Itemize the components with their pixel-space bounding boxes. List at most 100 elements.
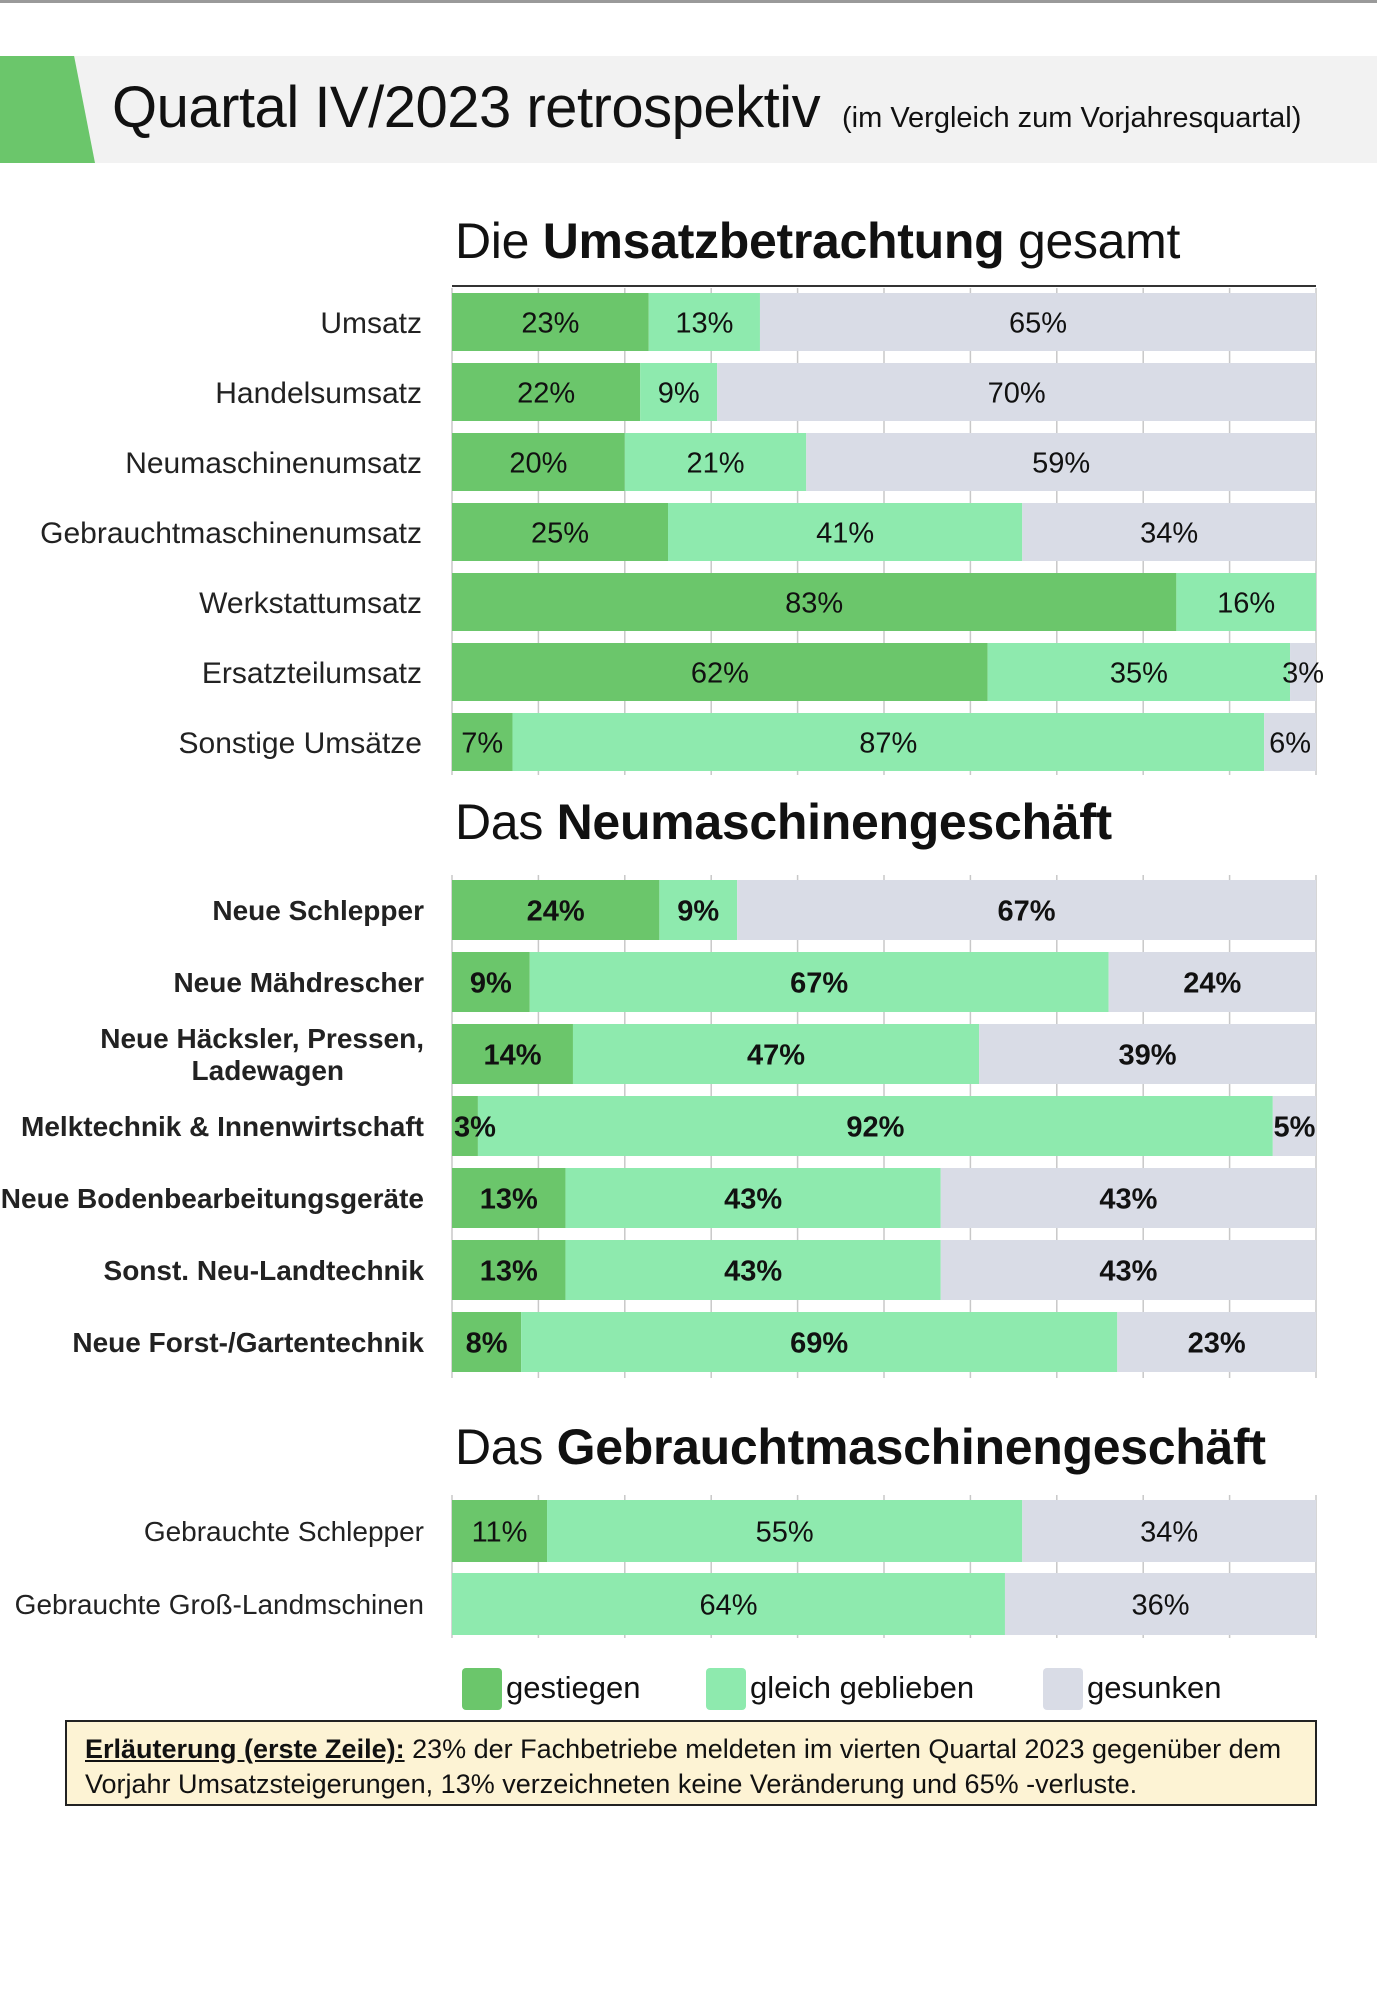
bar-segment-gesunken <box>979 1024 1316 1084</box>
data-label: 9% <box>677 895 719 927</box>
bar-segment-gestiegen <box>452 573 1177 631</box>
data-label: 14% <box>483 1039 541 1071</box>
chart-1: 23% 13% 65% Umsatz 22% 9% 70% Handelsumsatz 20% 2… <box>40 288 1324 775</box>
category-label: Gebrauchte Schlepper <box>144 1516 424 1547</box>
bar-segment-gesunken <box>717 363 1316 421</box>
bar-segment-gleich-geblieben <box>512 713 1265 771</box>
data-label: 13% <box>480 1255 538 1287</box>
bar-segment-gesunken <box>940 1168 1316 1228</box>
data-label: 7% <box>461 727 503 759</box>
bar-segment-gestiegen <box>452 433 625 491</box>
data-label: 43% <box>1099 1255 1157 1287</box>
page-subtitle: (im Vergleich zum Vorjahresquartal) <box>842 102 1302 134</box>
bar-segment-gleich-geblieben <box>987 643 1291 701</box>
bar-segment-gesunken <box>940 1240 1316 1300</box>
category-label: Neue Schlepper <box>212 895 424 926</box>
category-label: Neue Häcksler, Pressen, Ladewagen <box>100 1023 424 1086</box>
bar-segment-gleich-geblieben <box>452 1573 1005 1635</box>
bar-segment-gestiegen <box>452 1168 566 1228</box>
bar-segment-gleich-geblieben <box>1176 573 1316 631</box>
section-title-gebrauchtmaschinen: Das Gebrauchtmaschinengeschäft <box>455 1418 1266 1476</box>
bar-segment-gestiegen <box>452 1240 566 1300</box>
data-label: 67% <box>998 895 1056 927</box>
chart-legend: gestiegen gleich geblieben gesunken <box>0 1666 1377 1714</box>
data-label: 6% <box>1269 727 1311 759</box>
bar-segment-gestiegen <box>452 880 660 940</box>
chart-2: 24% 9% 67% Neue Schlepper 9% 67% 24% Neue Mähdr… <box>1 875 1317 1378</box>
category-label-line: Neue Häcksler, Pressen, <box>100 1023 424 1054</box>
data-label: 3% <box>454 1111 496 1143</box>
category-label: Ersatzteilumsatz <box>202 657 422 690</box>
top-rule <box>0 0 1377 3</box>
bar-segment-gesunken <box>1022 503 1316 561</box>
data-label: 70% <box>988 377 1046 409</box>
data-label: 23% <box>521 307 579 339</box>
data-label: 83% <box>785 587 843 619</box>
data-label: 34% <box>1140 1516 1198 1548</box>
bar-segment-gesunken <box>759 293 1316 351</box>
bar-segment-gleich-geblieben <box>565 1240 941 1300</box>
section-title-bold: Gebrauchtmaschinengeschäft <box>556 1419 1266 1475</box>
data-label: 9% <box>470 967 512 999</box>
legend-label: gestiegen <box>506 1670 641 1705</box>
bar-segment-gestiegen <box>452 713 513 771</box>
data-label: 22% <box>517 377 575 409</box>
category-label: Neumaschinenumsatz <box>125 447 422 480</box>
section-title-bold: Umsatzbetrachtung <box>542 213 1005 269</box>
bar-segment-gestiegen <box>452 293 649 351</box>
explanation-note: Erläuterung (erste Zeile): 23% der Fachb… <box>65 1720 1317 1806</box>
data-label: 3% <box>1282 657 1324 689</box>
bar-segment-gestiegen <box>452 363 641 421</box>
section-rule-umsatz <box>452 285 1316 287</box>
section-title-prefix: Das <box>455 1419 544 1475</box>
bar-segment-gleich-geblieben <box>648 293 760 351</box>
data-label: 11% <box>472 1516 528 1548</box>
data-label: 24% <box>527 895 585 927</box>
data-label: 43% <box>1099 1183 1157 1215</box>
bar-segment-gestiegen <box>452 1096 478 1156</box>
category-label: Gebrauchtmaschinenumsatz <box>40 517 422 550</box>
legend-swatch-gleich-geblieben <box>706 1668 746 1710</box>
bar-segment-gleich-geblieben <box>624 433 807 491</box>
section-title-neumaschinen: Das Neumaschinengeschäft <box>455 793 1112 851</box>
data-label: 43% <box>724 1183 782 1215</box>
category-label: Umsatz <box>320 307 422 340</box>
bar-segment-gleich-geblieben <box>572 1024 980 1084</box>
data-label: 43% <box>724 1255 782 1287</box>
data-label: 67% <box>790 967 848 999</box>
bar-segment-gleich-geblieben <box>640 363 718 421</box>
bar-segment-gesunken <box>806 433 1316 491</box>
data-label: 21% <box>686 447 744 479</box>
data-label: 35% <box>1110 657 1168 689</box>
data-label: 59% <box>1032 447 1090 479</box>
data-label: 20% <box>509 447 567 479</box>
bar-segment-gleich-geblieben <box>565 1168 941 1228</box>
category-label: Gebrauchte Groß-Landmschinen <box>15 1589 424 1620</box>
data-label: 65% <box>1009 307 1067 339</box>
section-title-prefix: Die <box>455 213 530 269</box>
bar-segment-gleich-geblieben <box>477 1096 1273 1156</box>
section-title-bold: Neumaschinengeschäft <box>556 794 1113 850</box>
category-label-line: Ladewagen <box>192 1055 344 1086</box>
bar-segment-gesunken <box>1290 643 1316 701</box>
data-label: 64% <box>699 1589 757 1621</box>
section-title-suffix: gesamt <box>1017 213 1181 269</box>
legend-label: gleich geblieben <box>750 1670 975 1705</box>
data-label: 25% <box>531 517 589 549</box>
section-title-prefix: Das <box>455 794 544 850</box>
section-title-umsatz: Die Umsatzbetrachtung gesamt <box>455 212 1180 270</box>
data-label: 13% <box>675 307 733 339</box>
legend-swatch-gestiegen <box>462 1668 502 1710</box>
data-label: 69% <box>790 1327 848 1359</box>
data-label: 24% <box>1183 967 1241 999</box>
bar-segment-gesunken <box>737 880 1316 940</box>
bar-segment-gleich-geblieben <box>547 1500 1023 1562</box>
data-label: 8% <box>466 1327 508 1359</box>
bar-segment-gesunken <box>1108 952 1316 1012</box>
chart-3: 11% 55% 34% Gebrauchte Schlepper 64% 36% Gebra… <box>15 1495 1317 1638</box>
data-label: 23% <box>1188 1327 1246 1359</box>
bar-segment-gestiegen <box>452 1500 548 1562</box>
bar-segment-gesunken <box>1264 713 1316 771</box>
bar-segment-gleich-geblieben <box>659 880 738 940</box>
legend-swatch-gesunken <box>1043 1668 1083 1710</box>
